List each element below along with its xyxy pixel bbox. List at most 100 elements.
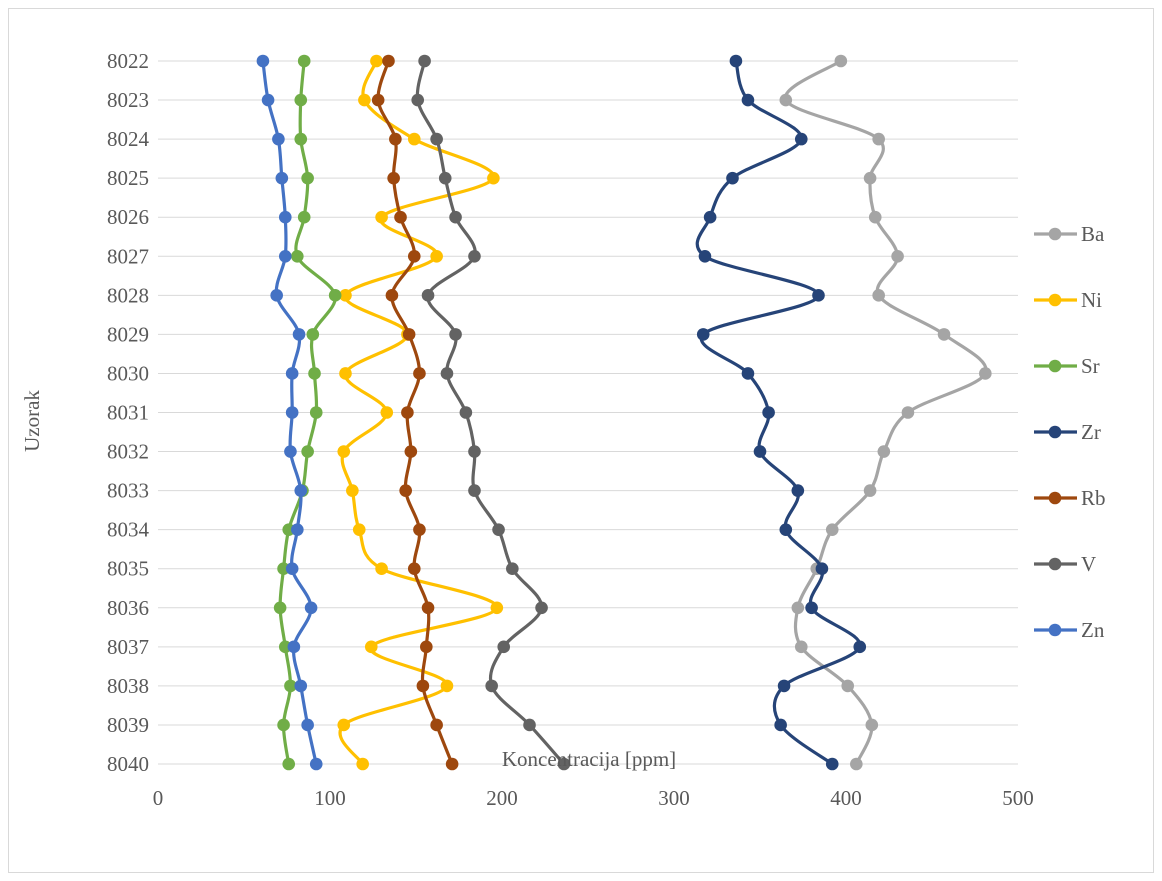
legend-item-Zn: Zn bbox=[1034, 618, 1105, 642]
point-Zn-8036 bbox=[304, 601, 318, 615]
point-Zn-8027 bbox=[278, 249, 292, 263]
point-Zr-8022 bbox=[729, 54, 743, 68]
point-Ni-8033 bbox=[346, 484, 359, 497]
y-tick-label-8024: 8024 bbox=[107, 127, 150, 151]
point-Ba-8032 bbox=[877, 445, 891, 458]
point-Zr-8039 bbox=[774, 718, 787, 732]
point-Rb-8033 bbox=[399, 484, 412, 497]
point-Ba-8034 bbox=[825, 523, 839, 536]
point-Zr-8035 bbox=[815, 562, 829, 576]
point-Sr-8039 bbox=[277, 718, 290, 732]
point-Ni-8035 bbox=[375, 562, 388, 576]
legend-marker-Ba bbox=[1048, 227, 1062, 241]
y-tick-label-8036: 8036 bbox=[107, 596, 149, 620]
point-V-8022 bbox=[418, 54, 431, 68]
legend-item-Ba: Ba bbox=[1034, 222, 1105, 246]
point-Rb-8040 bbox=[445, 757, 459, 771]
point-Sr-8026 bbox=[297, 210, 311, 224]
y-tick-label-8031: 8031 bbox=[107, 401, 149, 425]
point-Zn-8031 bbox=[285, 406, 299, 419]
y-tick-labels: 8022 8023 8024 8025 8026 8027 8028 8029 8030 8031… bbox=[107, 49, 150, 776]
chart-svg: 0 100 200 300 400 500 80228023802480258026802… bbox=[20, 49, 1106, 810]
point-V-8038 bbox=[485, 679, 498, 693]
point-Ni-8038 bbox=[440, 679, 454, 693]
chart-frame: 0 100 200 300 400 500 8022 8023 8024 8025 8026 802… bbox=[8, 8, 1154, 873]
legend-marker-Zr bbox=[1048, 425, 1062, 439]
point-Ni-8031 bbox=[380, 406, 394, 419]
series-Ni bbox=[337, 54, 504, 771]
series-V bbox=[411, 54, 571, 771]
point-Rb-8038 bbox=[416, 679, 430, 693]
point-Zn-8033 bbox=[294, 484, 308, 497]
legend-marker-Sr bbox=[1048, 359, 1062, 373]
y-tick-label-8022: 8022 bbox=[107, 49, 149, 73]
series-Zr bbox=[695, 54, 867, 771]
point-Rb-8035 bbox=[407, 562, 421, 576]
point-Zr-8031 bbox=[762, 406, 775, 419]
legend-marker-Zn bbox=[1048, 623, 1062, 637]
point-Rb-8028 bbox=[385, 289, 399, 302]
point-V-8028 bbox=[421, 289, 435, 302]
point-Sr-8023 bbox=[294, 93, 308, 107]
y-tick-label-8035: 8035 bbox=[107, 557, 149, 581]
point-Ba-8022 bbox=[834, 54, 848, 68]
point-Sr-8040 bbox=[282, 757, 296, 771]
legend: Ba Ni Sr Zr Rb V Zn bbox=[1034, 222, 1106, 642]
point-Rb-8022 bbox=[382, 54, 395, 68]
point-V-8032 bbox=[468, 445, 481, 458]
point-V-8033 bbox=[468, 484, 481, 497]
point-Ba-8027 bbox=[891, 249, 904, 263]
point-Ni-8023 bbox=[358, 93, 371, 107]
point-Zn-8029 bbox=[292, 328, 306, 341]
legend-item-Zr: Zr bbox=[1034, 420, 1101, 444]
point-Ba-8023 bbox=[779, 93, 793, 107]
point-Zn-8040 bbox=[309, 757, 323, 771]
point-Zn-8038 bbox=[294, 679, 308, 693]
series-Ba bbox=[779, 54, 992, 771]
point-Zn-8022 bbox=[256, 54, 270, 68]
point-Zr-8038 bbox=[777, 679, 791, 693]
point-V-8037 bbox=[497, 640, 511, 654]
y-tick-label-8034: 8034 bbox=[107, 518, 150, 542]
legend-label-Ni: Ni bbox=[1081, 288, 1102, 312]
point-Ni-8040 bbox=[356, 757, 369, 771]
x-axis-label: Koncentracija [ppm] bbox=[502, 747, 676, 771]
point-Rb-8032 bbox=[404, 445, 418, 458]
point-Zr-8029 bbox=[696, 328, 710, 341]
point-V-8036 bbox=[535, 601, 548, 615]
legend-item-V: V bbox=[1034, 552, 1096, 576]
y-tick-label-8038: 8038 bbox=[107, 674, 149, 698]
series-Zn bbox=[256, 54, 323, 771]
x-tick-label-500: 500 bbox=[1002, 786, 1034, 810]
point-Sr-8031 bbox=[309, 406, 323, 419]
point-Ba-8036 bbox=[791, 601, 805, 615]
legend-label-Zn: Zn bbox=[1081, 618, 1105, 642]
point-Ni-8022 bbox=[370, 54, 383, 68]
legend-label-V: V bbox=[1081, 552, 1096, 576]
point-Zn-8026 bbox=[278, 210, 292, 224]
point-Ni-8036 bbox=[490, 601, 504, 615]
legend-marker-V bbox=[1048, 557, 1062, 571]
x-tick-label-0: 0 bbox=[153, 786, 164, 810]
point-Zr-8024 bbox=[794, 132, 808, 146]
point-Sr-8025 bbox=[301, 171, 314, 185]
point-V-8023 bbox=[411, 93, 425, 107]
x-tick-label-300: 300 bbox=[658, 786, 690, 810]
point-Rb-8036 bbox=[421, 601, 435, 615]
point-V-8029 bbox=[449, 328, 462, 341]
y-tick-label-8027: 8027 bbox=[107, 244, 149, 268]
y-axis-label: Uzorak bbox=[20, 390, 44, 452]
x-tick-label-100: 100 bbox=[314, 786, 346, 810]
point-Ba-8025 bbox=[863, 171, 877, 185]
point-Sr-8024 bbox=[294, 132, 308, 146]
point-Zr-8027 bbox=[698, 249, 712, 263]
point-Ni-8039 bbox=[337, 718, 351, 732]
point-Rb-8023 bbox=[371, 93, 385, 107]
legend-item-Ni: Ni bbox=[1034, 288, 1102, 312]
legend-marker-Rb bbox=[1048, 491, 1062, 505]
x-tick-label-400: 400 bbox=[830, 786, 862, 810]
point-Ni-8034 bbox=[352, 523, 366, 536]
point-Sr-8030 bbox=[308, 367, 321, 380]
series-Rb bbox=[371, 54, 459, 771]
legend-item-Sr: Sr bbox=[1034, 354, 1100, 378]
